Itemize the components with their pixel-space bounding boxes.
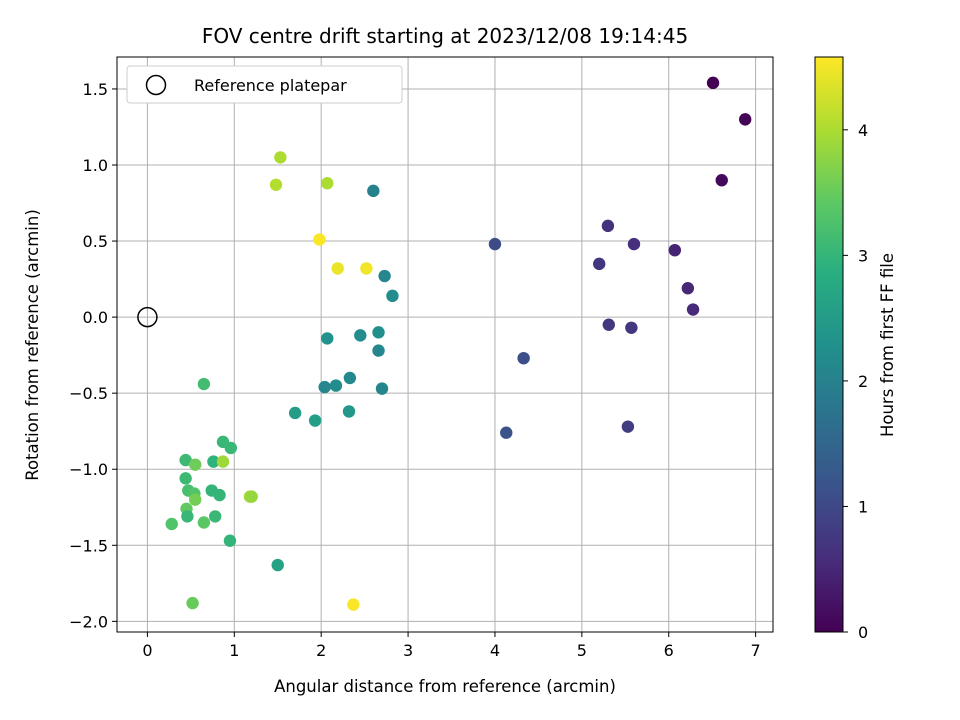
data-point	[681, 282, 695, 295]
grid	[117, 57, 773, 632]
x-tick-label: 2	[316, 641, 326, 660]
colorbar-gradient	[814, 56, 844, 633]
data-point	[216, 455, 230, 468]
data-point	[668, 243, 682, 257]
data-point	[372, 344, 385, 357]
data-point	[601, 219, 615, 233]
data-point	[223, 534, 237, 547]
data-point	[593, 257, 606, 271]
y-tick-label: 0.5	[83, 232, 108, 251]
data-point	[602, 318, 615, 331]
x-tick-label: 6	[664, 641, 674, 660]
data-point	[517, 351, 530, 365]
data-point	[165, 517, 178, 531]
colorbar-label: Hours from first FF file	[878, 253, 897, 437]
data-point	[269, 178, 283, 191]
y-tick-label: −1.0	[69, 460, 108, 479]
data-point	[179, 453, 192, 467]
data-point	[488, 237, 502, 251]
data-point	[621, 420, 635, 433]
colorbar-ticks: 0 1 2 3 4	[843, 121, 868, 642]
data-point	[188, 458, 202, 471]
x-tick-label: 3	[403, 641, 413, 660]
data-point	[186, 596, 199, 610]
legend-box	[126, 65, 403, 104]
data-point	[213, 488, 226, 502]
data-point	[179, 472, 192, 485]
data-point	[208, 510, 222, 523]
data-point	[245, 490, 258, 503]
data-point	[627, 237, 641, 251]
y-tick-label: 1.5	[83, 80, 108, 99]
colorbar-tick-label: 4	[858, 121, 868, 140]
y-axis-label: Rotation from reference (arcmin)	[23, 209, 42, 481]
data-point	[706, 76, 720, 90]
data-point	[715, 174, 728, 187]
legend: Reference platepar	[126, 65, 403, 104]
data-point	[354, 329, 367, 342]
data-point	[308, 414, 322, 427]
data-point	[224, 441, 238, 455]
data-points	[165, 76, 752, 611]
x-tick-label: 5	[577, 641, 587, 660]
data-point	[197, 377, 211, 391]
data-point	[321, 332, 334, 345]
data-point	[372, 326, 385, 339]
x-tick-label: 7	[751, 641, 761, 660]
data-point	[207, 455, 220, 468]
y-axis-ticks: −2.0 −1.5 −1.0 −0.5 0.0 0.5 1.0 1.5	[69, 80, 117, 631]
colorbar-tick-label: 3	[858, 246, 868, 265]
reference-platepar-marker	[137, 306, 158, 328]
legend-label: Reference platepar	[194, 76, 347, 95]
plot-frame	[116, 56, 774, 633]
data-point	[288, 406, 302, 420]
data-point	[386, 289, 399, 303]
data-point	[360, 262, 373, 275]
data-point	[271, 558, 284, 572]
data-point	[342, 405, 356, 418]
data-point	[313, 233, 326, 246]
y-tick-label: −1.5	[69, 536, 108, 555]
data-point	[318, 380, 331, 394]
x-axis-ticks: 0 1 2 3 4 5 6 7	[142, 632, 761, 660]
data-point	[331, 262, 344, 275]
data-point	[321, 177, 334, 190]
y-tick-label: −2.0	[69, 612, 108, 631]
colorbar: 0 1 2 3 4 Hours from first FF file	[814, 56, 897, 642]
x-tick-label: 0	[142, 641, 152, 660]
data-point	[274, 151, 287, 164]
y-tick-label: 1.0	[83, 156, 108, 175]
data-point	[329, 379, 343, 392]
data-point	[367, 184, 380, 198]
chart-title: FOV centre drift starting at 2023/12/08 …	[202, 24, 688, 48]
x-tick-label: 4	[490, 641, 500, 660]
data-point	[738, 113, 752, 126]
x-tick-label: 1	[229, 641, 239, 660]
colorbar-tick-label: 1	[858, 497, 868, 516]
y-tick-label: −0.5	[69, 384, 108, 403]
data-point	[197, 516, 211, 529]
data-point	[343, 371, 357, 385]
data-point	[181, 510, 194, 523]
data-point	[625, 321, 638, 334]
colorbar-tick-label: 0	[858, 623, 868, 642]
legend-marker-icon	[145, 74, 167, 96]
x-axis-label: Angular distance from reference (arcmin)	[274, 677, 616, 696]
data-point	[347, 598, 360, 611]
data-point	[500, 426, 513, 439]
y-tick-label: 0.0	[83, 308, 108, 327]
reference-marker	[137, 306, 158, 328]
colorbar-tick-label: 2	[858, 372, 868, 391]
data-point	[188, 493, 202, 506]
data-point	[378, 269, 391, 283]
data-point	[375, 382, 389, 395]
data-point	[686, 303, 700, 316]
